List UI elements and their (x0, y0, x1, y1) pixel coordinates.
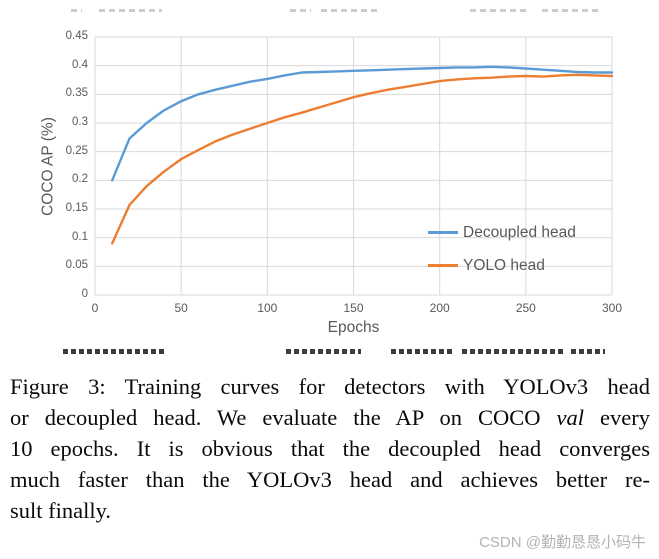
cropped-text-fragment (290, 9, 311, 12)
legend-item-decoupled-head: Decoupled head (428, 224, 576, 241)
legend-item-yolo-head: YOLO head (428, 257, 576, 274)
x-tick-label: 250 (515, 301, 536, 315)
x-tick-label: 200 (429, 301, 450, 315)
figure3-training-curves-chart: 0 0.05 0.1 0.15 0.2 0.25 0.3 0.35 0.4 0.45 0 50 100… (39, 30, 623, 336)
legend-label-decoupled-head: Decoupled head (463, 223, 576, 241)
cropped-text-fragment (99, 9, 162, 12)
caption-line: 10 epochs. It is obvious that the decoup… (10, 436, 650, 461)
decoupled-head-line-swatch-icon (428, 231, 458, 234)
cropped-text-fragment (391, 349, 454, 354)
caption-italic-val: val (556, 405, 585, 430)
cropped-text-fragment (63, 349, 164, 354)
cropped-text-fragment (462, 349, 563, 354)
figure-caption: Figure 3: Training curves for detectors … (10, 371, 650, 526)
caption-line: Figure 3: Training curves for detectors … (10, 374, 650, 399)
cropped-text-fragment (286, 349, 361, 354)
x-tick-label: 50 (174, 301, 188, 315)
caption-line: or decoupled head. We evaluate the AP on… (10, 402, 650, 433)
series-line-decoupled-head (110, 65, 614, 182)
cropped-text-fragment (71, 9, 82, 12)
x-tick-label: 100 (257, 301, 278, 315)
caption-line: much faster than the YOLOv3 head and ach… (10, 467, 650, 492)
x-tick-label: 300 (601, 301, 623, 315)
caption-text: or decoupled head. We evaluate the AP on… (10, 405, 557, 430)
y-tick-label: 0.2 (72, 173, 88, 186)
y-tick-label: 0.1 (72, 230, 88, 243)
x-tick-label: 0 (91, 301, 99, 315)
cropped-text-fragment (321, 9, 380, 12)
y-tick-label: 0.05 (65, 259, 88, 272)
x-axis-title: Epochs (327, 319, 380, 336)
cropped-text-fragment (571, 349, 605, 354)
caption-line: sult finally. (10, 498, 112, 523)
cropped-text-fragment (470, 9, 529, 12)
x-tick-label: 150 (343, 301, 364, 315)
y-tick-label: 0.35 (65, 87, 88, 100)
y-tick-label: 0.15 (65, 202, 88, 214)
legend-label-yolo-head: YOLO head (463, 256, 545, 274)
yolo-head-line-swatch-icon (428, 264, 458, 267)
caption-text: every (584, 405, 651, 430)
y-tick-label: 0.25 (65, 144, 88, 157)
y-tick-label: 0.4 (72, 58, 88, 71)
cropped-text-fragment (542, 9, 601, 12)
y-axis-title: COCO AP (%) (39, 117, 57, 216)
chart-legend: Decoupled head YOLO head (428, 224, 576, 290)
y-tick-label: 0.45 (65, 30, 88, 42)
y-tick-label: 0 (81, 288, 88, 300)
y-tick-label: 0.3 (72, 116, 88, 128)
series-line-yolo-head (110, 73, 614, 245)
csdn-watermark: CSDN @勤勤恳恳小码牛 (479, 534, 646, 551)
chart-canvas (94, 36, 614, 296)
